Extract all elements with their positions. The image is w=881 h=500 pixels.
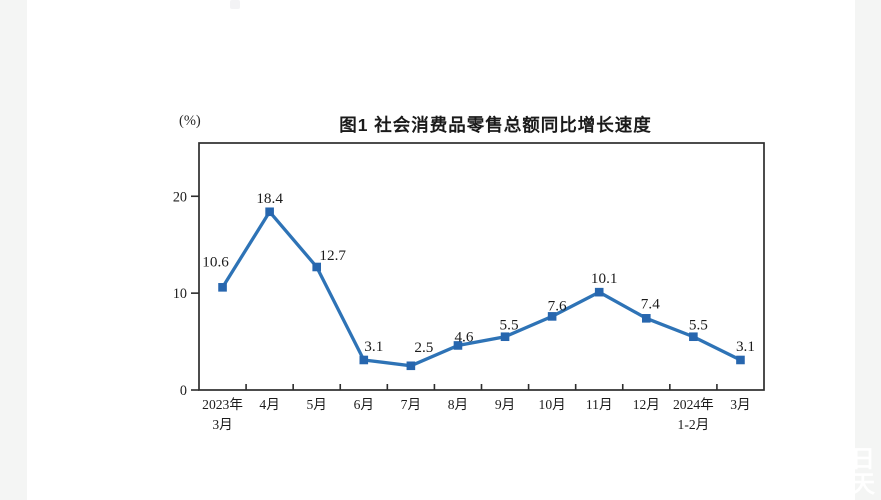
line-chart-canvas: 0 10 20 2023年 3月 4月 5月 6月 7月 8月 9月 10月 11月 12月 2024年 1-… xyxy=(173,142,765,432)
data-point xyxy=(500,332,510,342)
data-point xyxy=(641,314,651,323)
x-axis-label: 5月 xyxy=(307,397,327,412)
data-label: 2.5 xyxy=(414,339,433,356)
data-point xyxy=(547,312,557,321)
y-axis-unit-label: (%) xyxy=(179,113,201,129)
x-axis-label: 9月 xyxy=(495,397,515,412)
x-axis-label: 10月 xyxy=(539,397,566,412)
x-axis-label: 7月 xyxy=(401,397,421,412)
data-label: 3.1 xyxy=(364,338,383,355)
x-axis-label: 8月 xyxy=(448,397,468,412)
data-label: 7.4 xyxy=(641,295,660,312)
x-axis-label: 11月 xyxy=(586,397,613,412)
data-point xyxy=(359,355,369,365)
data-label: 7.6 xyxy=(548,297,567,314)
x-axis-label: 2023年 3月 xyxy=(202,397,243,432)
y-tick-label: 20 xyxy=(173,189,187,205)
watermark-artifact xyxy=(230,0,240,9)
data-label: 5.5 xyxy=(689,317,708,334)
data-point xyxy=(594,287,604,297)
x-axis-label: 4月 xyxy=(259,397,279,412)
y-tick-label: 0 xyxy=(180,383,187,399)
chart-title: 图1 社会消费品零售总额同比增长速度 xyxy=(339,115,652,135)
data-label: 12.7 xyxy=(319,247,346,264)
data-line xyxy=(221,208,742,368)
data-label: 3.1 xyxy=(736,338,755,355)
data-point xyxy=(218,283,227,292)
plot-frame xyxy=(198,142,765,391)
x-axis-label: 3月 xyxy=(730,397,750,412)
page-content: 图1 社会消费品零售总额同比增长速度 (%) 0 10 20 2023年 3月 4月 5月 6… xyxy=(27,0,855,500)
data-label: 10.6 xyxy=(202,253,229,270)
data-label: 18.4 xyxy=(256,190,283,207)
data-label: 5.5 xyxy=(500,317,519,334)
data-point xyxy=(736,355,745,365)
data-point xyxy=(689,332,698,342)
x-axis-label: 6月 xyxy=(354,397,374,412)
data-point xyxy=(312,262,322,272)
data-point xyxy=(265,207,274,217)
data-point xyxy=(406,361,416,371)
data-label: 4.6 xyxy=(454,328,473,345)
y-tick-label: 10 xyxy=(173,286,187,302)
x-axis-label: 2024年 1-2月 xyxy=(673,397,714,432)
x-axis-label: 12月 xyxy=(633,397,660,412)
data-point xyxy=(453,341,463,350)
data-label: 10.1 xyxy=(591,270,618,287)
